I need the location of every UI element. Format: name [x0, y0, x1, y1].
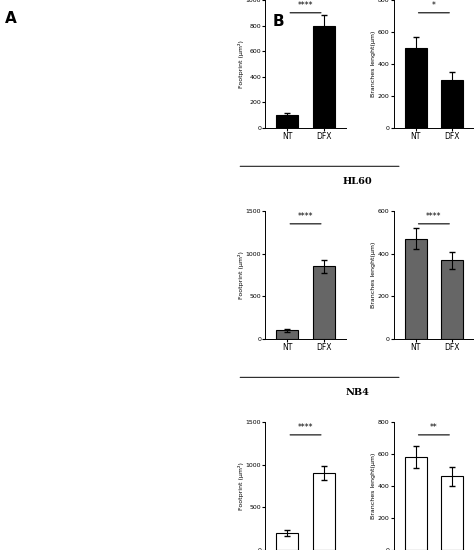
Bar [313, 473, 335, 550]
Text: A: A [5, 11, 17, 26]
Text: HL60: HL60 [343, 177, 373, 185]
Bar [441, 476, 463, 550]
Y-axis label: Footprint (μm²): Footprint (μm²) [238, 40, 245, 88]
Text: ****: **** [298, 212, 313, 221]
Y-axis label: Footprint (μm²): Footprint (μm²) [238, 462, 245, 510]
Text: NB4: NB4 [346, 388, 370, 397]
Text: *: * [432, 1, 436, 10]
Text: B: B [273, 14, 284, 29]
Bar [276, 331, 298, 339]
Bar [441, 260, 463, 339]
Y-axis label: Footprint (μm²): Footprint (μm²) [238, 251, 245, 299]
Text: ****: **** [426, 212, 442, 221]
Y-axis label: Branches lenght(μm): Branches lenght(μm) [372, 242, 376, 308]
Bar [405, 48, 427, 128]
Text: **: ** [430, 424, 438, 432]
Bar [405, 457, 427, 550]
Y-axis label: Branches lenght(μm): Branches lenght(μm) [372, 453, 376, 519]
Text: ****: **** [298, 424, 313, 432]
Bar [313, 26, 335, 128]
Bar [313, 266, 335, 339]
Text: ****: **** [298, 1, 313, 10]
Y-axis label: Branches lenght(μm): Branches lenght(μm) [372, 31, 376, 97]
Bar [405, 239, 427, 339]
Bar [276, 533, 298, 550]
Bar [441, 80, 463, 128]
Bar [276, 115, 298, 128]
